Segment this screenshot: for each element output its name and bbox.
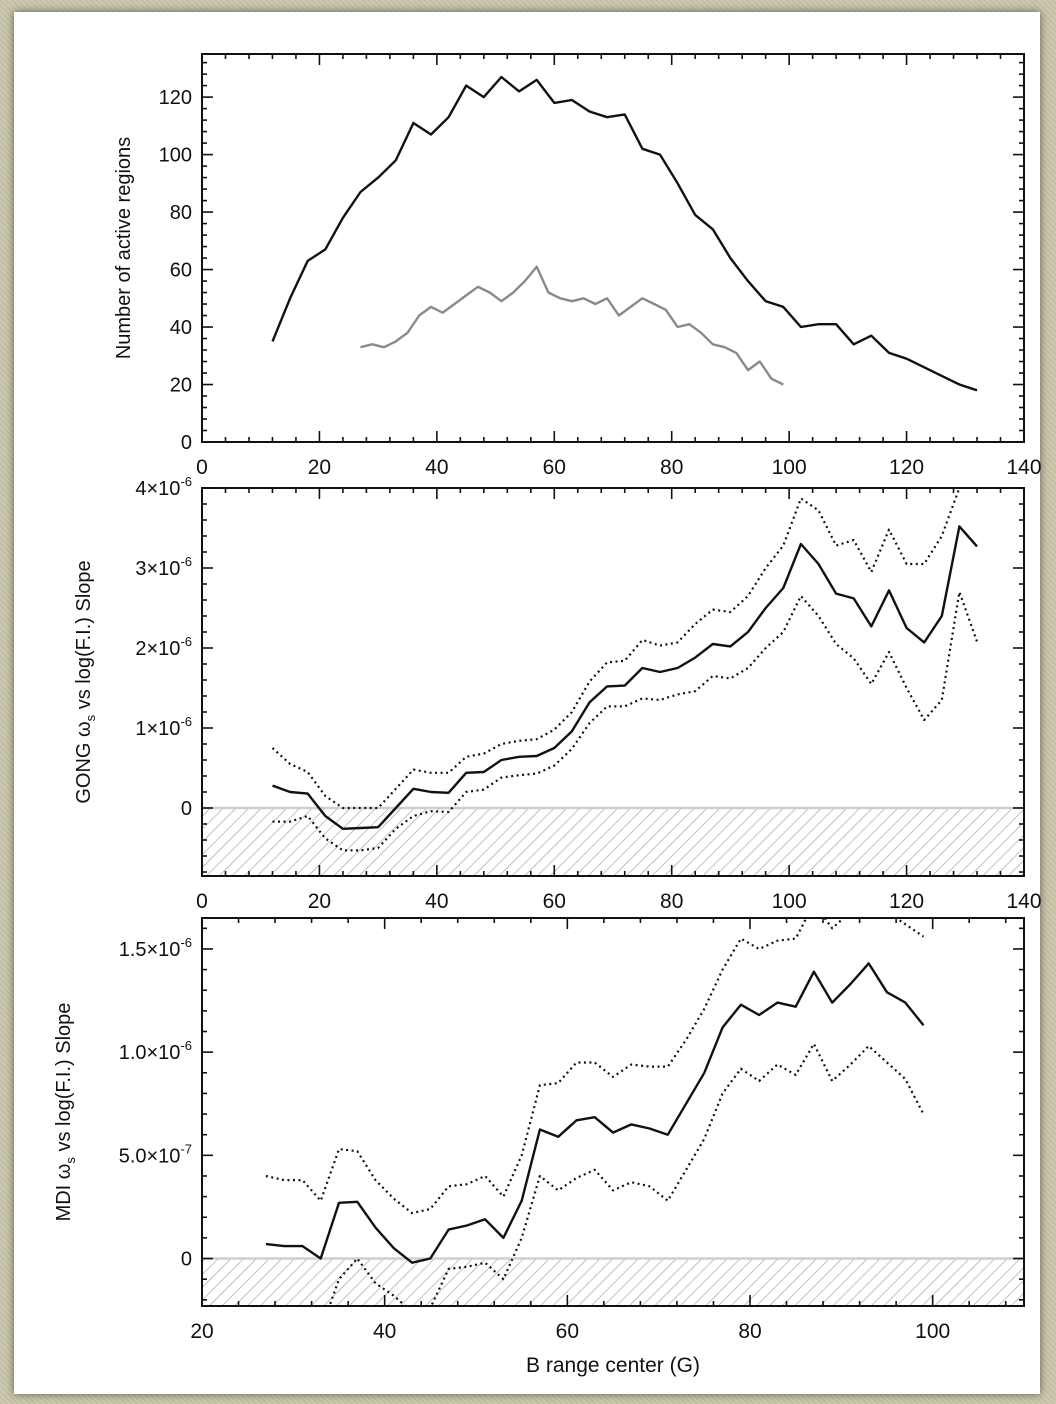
x-tick-label: 60 [543,456,566,479]
series-line-3 [328,1042,925,1306]
panel-2: 0 20 40 60 80 100 120 14001×10-62×10-63×10-64×1… [73,474,1042,913]
y-tick-label: 120 [159,87,192,109]
x-tick-label: 120 [889,890,924,913]
y-axis-label: MDI ωs vs log(F.I.) Slope [53,1003,78,1222]
x-tick-label: 40 [425,890,448,913]
tick-mantissa: 3×10 [135,558,180,580]
tick-mantissa: 1.0×10 [119,1042,181,1064]
y-tick-label: 100 [159,145,192,167]
figure-sheet [14,12,1040,1394]
y-tick-label: 40 [170,317,192,339]
x-tick-label: 40 [425,456,448,479]
x-tick-label: 120 [889,456,924,479]
tick-exponent: -7 [180,1141,192,1156]
y-tick-label: 0 [181,798,192,820]
x-tick-label: 40 [373,1320,396,1343]
y-tick-label: 60 [170,260,192,282]
tick-exponent: -6 [180,714,192,729]
x-tick-label: 60 [556,1320,579,1343]
y-tick-label: 3×10-6 [135,554,192,580]
tick-mantissa: 4×10 [135,478,180,500]
tick-mantissa: 0 [181,798,192,820]
y-axis-label: GONG ωs vs log(F.I.) Slope [73,560,98,803]
x-tick-label: 0 [196,456,208,479]
y-tick-label: 1×10-6 [135,714,192,740]
x-tick-label: 100 [915,1320,950,1343]
plot-frame [201,487,1025,877]
y-tick-label: 80 [170,202,192,224]
x-tick-label: 100 [772,456,807,479]
tick-mantissa: 0 [181,1249,192,1271]
tick-mantissa: 2×10 [135,638,180,660]
tick-mantissa: 1×10 [135,718,180,740]
series-line-2 [271,488,961,810]
series-line-1 [272,525,978,830]
series-line-1 [271,75,978,392]
tick-mantissa: 5.0×10 [119,1145,181,1167]
tick-exponent: -6 [180,634,192,649]
series-line-2 [265,918,925,1215]
negative-hatch-region [202,808,1024,876]
x-tick-label: 20 [308,456,331,479]
y-tick-label: 0 [181,1249,192,1271]
x-tick-label: 140 [1006,456,1041,479]
y-tick-label: 0 [181,432,192,454]
y-tick-label: 4×10-6 [135,474,192,500]
tick-exponent: -6 [180,1038,192,1053]
x-tick-label: 100 [772,890,807,913]
y-tick-label: 20 [170,375,192,397]
y-axis-label: Number of active regions [113,137,135,359]
x-tick-label: 0 [196,890,208,913]
x-tick-label: 140 [1006,890,1041,913]
x-axis-label: B range center (G) [526,1354,700,1377]
tick-exponent: -6 [180,554,192,569]
plot-frame [201,53,1025,443]
x-tick-label: 20 [190,1320,213,1343]
series-line-1 [265,962,925,1264]
y-tick-label: 1.5×10-6 [119,935,192,961]
y-tick-label: 2×10-6 [135,634,192,660]
series-group [265,918,925,1306]
series-line-3 [272,590,979,852]
series-group [271,75,978,392]
x-tick-label: 20 [308,890,331,913]
panel-1: 0 20 40 60 80 100 120 140 0 20 40 60 80 100 120 Number … [113,53,1042,479]
tick-exponent: -6 [180,474,192,489]
panel-3: 20 40 60 80 10005.0×10-71.0×10-61.5×10-6MDI … [53,917,1025,1377]
plot-frame [201,917,1025,1307]
tick-mantissa: 1.5×10 [119,939,181,961]
y-tick-label: 5.0×10-7 [119,1141,192,1167]
x-tick-label: 80 [660,456,683,479]
y-tick-label: 1.0×10-6 [119,1038,192,1064]
x-tick-label: 60 [543,890,566,913]
negative-hatch-region [202,1258,1024,1306]
x-tick-label: 80 [738,1320,761,1343]
series-line-2 [360,265,784,386]
x-tick-label: 80 [660,890,683,913]
series-group [271,488,979,852]
tick-exponent: -6 [180,935,192,950]
